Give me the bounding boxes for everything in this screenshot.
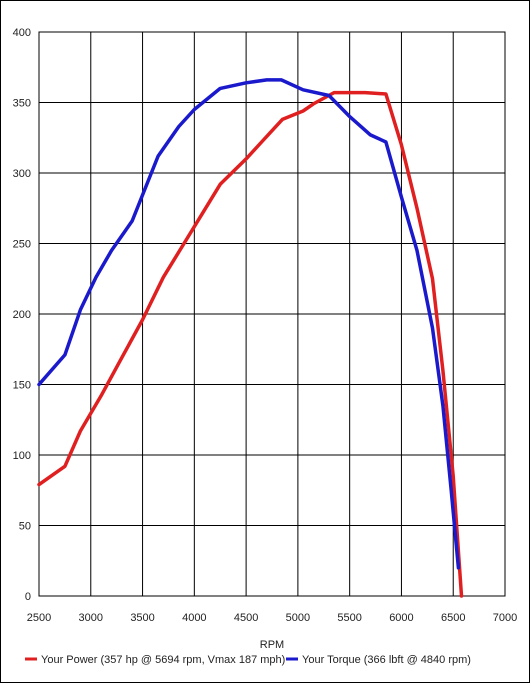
x-tick-label: 7000 bbox=[493, 612, 517, 624]
x-tick-label: 3000 bbox=[79, 612, 103, 624]
x-tick-label: 5000 bbox=[286, 612, 310, 624]
x-tick-label: 4500 bbox=[234, 612, 258, 624]
x-tick-label: 5500 bbox=[337, 612, 361, 624]
y-tick-label: 350 bbox=[13, 98, 31, 110]
chart-grid bbox=[38, 31, 506, 597]
y-tick-label: 0 bbox=[25, 591, 31, 603]
torque-series-line bbox=[37, 78, 461, 570]
legend-label-power: Your Power (357 hp @ 5694 rpm, Vmax 187 … bbox=[41, 654, 285, 666]
x-tick-label: 2500 bbox=[27, 612, 51, 624]
y-tick-label: 150 bbox=[13, 380, 31, 392]
x-tick-label: 6500 bbox=[441, 612, 465, 624]
y-tick-label: 250 bbox=[13, 239, 31, 251]
legend-label-torque: Your Torque (366 lbft @ 4840 rpm) bbox=[302, 654, 471, 666]
x-axis-ticks: 2500 3000 3500 4000 4500 5000 5500 6000 6500 7000 bbox=[27, 612, 517, 624]
y-tick-label: 300 bbox=[13, 168, 31, 180]
x-axis-label: RPM bbox=[260, 639, 284, 651]
y-tick-label: 50 bbox=[19, 521, 31, 533]
x-tick-label: 4000 bbox=[182, 612, 206, 624]
y-axis-ticks: 0 50 100 150 200 250 300 350 400 bbox=[13, 27, 31, 603]
y-tick-label: 100 bbox=[13, 450, 31, 462]
x-tick-label: 6000 bbox=[389, 612, 413, 624]
y-tick-label: 400 bbox=[13, 27, 31, 39]
chart-legend: Your Power (357 hp @ 5694 rpm, Vmax 187 … bbox=[25, 654, 471, 666]
power-series-line bbox=[37, 90, 464, 598]
y-tick-label: 200 bbox=[13, 309, 31, 321]
chart-series bbox=[37, 78, 464, 598]
x-tick-label: 3500 bbox=[130, 612, 154, 624]
